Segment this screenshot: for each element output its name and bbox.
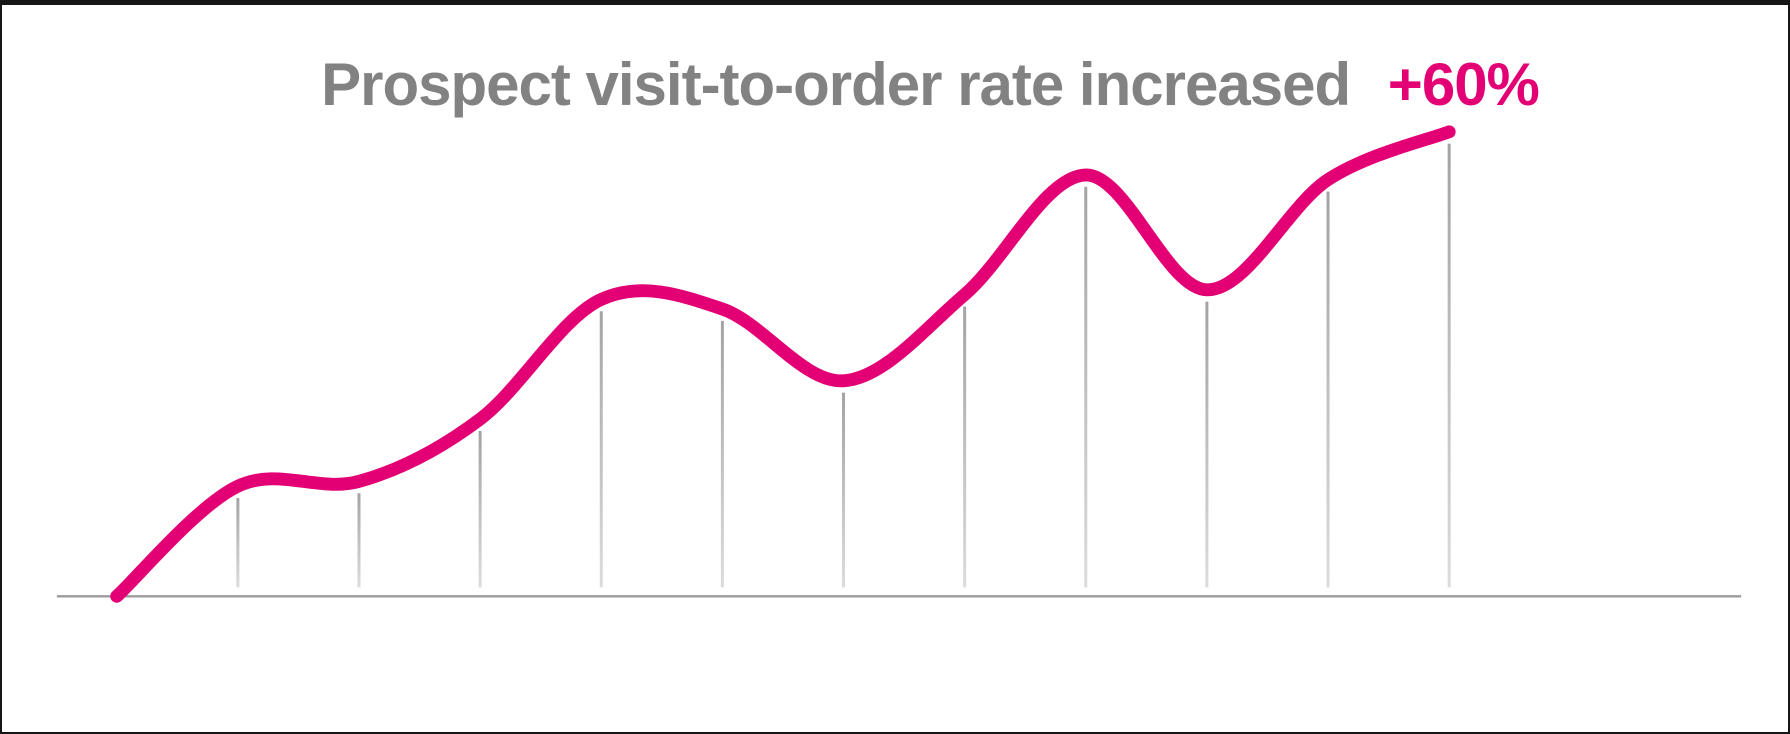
gridline [720,320,724,588]
gridline [478,431,482,588]
gridline [1084,186,1088,588]
gridline [599,311,603,588]
gridline [1447,143,1451,588]
gridline [963,306,967,588]
gridline [842,392,846,588]
gridlines-group [236,143,1451,588]
gridline [1205,301,1209,588]
line-chart-svg [56,125,1742,603]
gridline [1326,191,1330,588]
gridline [357,493,361,588]
trend-line-curve [110,125,1456,603]
gridline [236,498,240,588]
